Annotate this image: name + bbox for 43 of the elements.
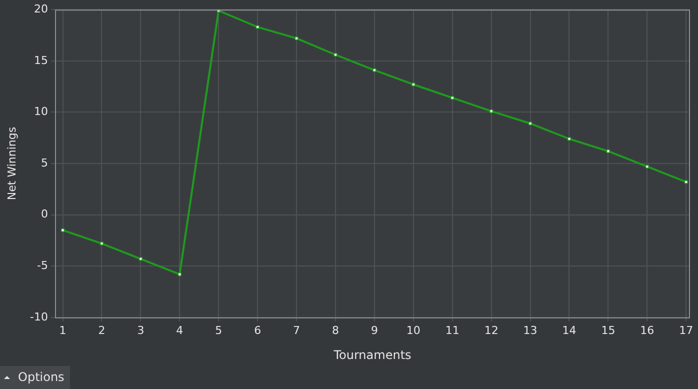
y-tick-label: 10 xyxy=(34,105,48,118)
y-tick-label: -5 xyxy=(37,258,48,272)
point xyxy=(684,180,688,184)
x-tick-label: 4 xyxy=(176,324,184,337)
point xyxy=(294,36,298,40)
x-tick-label: 16 xyxy=(640,324,654,337)
point xyxy=(372,68,376,72)
x-tick-label: 11 xyxy=(445,324,460,337)
x-tick-label: 3 xyxy=(137,324,144,337)
point xyxy=(567,137,572,141)
x-tick-label: 9 xyxy=(370,324,378,337)
x-tick-label: 7 xyxy=(293,324,300,337)
point xyxy=(606,149,610,153)
point xyxy=(334,52,338,57)
x-tick-label: 5 xyxy=(215,324,222,337)
x-axis-title: Tournaments xyxy=(332,348,412,362)
x-tick-label: 2 xyxy=(98,324,106,337)
x-tick-label: 8 xyxy=(332,324,339,337)
x-tick-label: 13 xyxy=(523,324,538,337)
point xyxy=(138,257,143,261)
text: Options xyxy=(18,369,64,386)
point xyxy=(60,228,65,232)
x-tick-label: 12 xyxy=(484,324,498,337)
point xyxy=(528,122,532,126)
x-tick-label: 1 xyxy=(59,324,66,337)
point xyxy=(490,109,494,113)
y-tick-label: 20 xyxy=(34,2,48,16)
point xyxy=(100,242,104,246)
point xyxy=(645,164,649,168)
y-tick-label: 0 xyxy=(41,208,48,221)
x-tick-label: 17 xyxy=(679,324,694,337)
point xyxy=(256,25,260,29)
point xyxy=(178,272,182,276)
y-tick-label: 15 xyxy=(34,54,48,67)
y-tick-label: 5 xyxy=(41,156,48,170)
y-tick-label: -10 xyxy=(30,310,48,324)
y-axis-title: Net Winnings xyxy=(5,126,18,200)
point xyxy=(412,82,416,86)
point xyxy=(450,96,454,100)
x-tick-label: 10 xyxy=(406,324,420,337)
x-tick-label: 6 xyxy=(254,324,262,337)
x-tick-label: 14 xyxy=(562,324,576,337)
x-tick-label: 15 xyxy=(601,324,616,337)
